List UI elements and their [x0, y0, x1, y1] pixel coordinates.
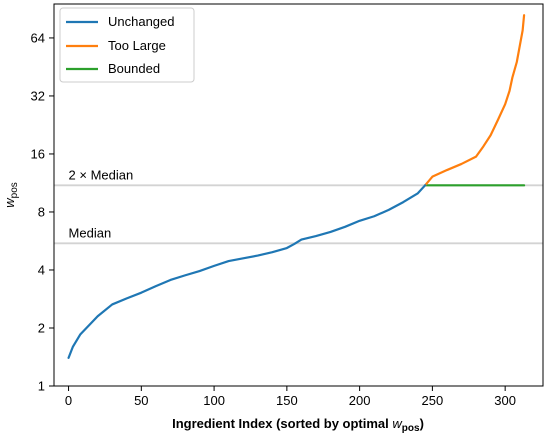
x-tick-label: 200	[349, 393, 371, 408]
x-axis: 0 50 100 150 200 250 300	[65, 386, 516, 408]
y-tick-label: 64	[31, 30, 45, 45]
x-axis-title: Ingredient Index (sorted by optimal wpos…	[172, 416, 424, 434]
y-tick-label: 32	[31, 88, 45, 103]
y-axis: 1 2 4 8 16 32 64	[31, 30, 54, 394]
series-line-unchanged	[67, 184, 427, 359]
legend-entry-bounded: Bounded	[66, 61, 160, 76]
reference-lines	[54, 184, 543, 245]
legend: Unchanged Too Large Bounded	[59, 7, 195, 83]
two-times-median-label: 2 × Median	[69, 167, 134, 182]
x-tick-label: 300	[494, 393, 516, 408]
y-tick-label: 4	[38, 262, 45, 277]
y-tick-label: 2	[38, 320, 45, 335]
legend-label-too-large: Too Large	[108, 38, 166, 53]
legend-label-unchanged: Unchanged	[108, 14, 175, 29]
series-layer	[67, 14, 526, 359]
series-line-too-large	[424, 14, 526, 187]
x-tick-label: 50	[134, 393, 148, 408]
x-tick-label: 250	[422, 393, 444, 408]
legend-entry-too-large: Too Large	[66, 38, 166, 53]
x-tick-label: 150	[276, 393, 298, 408]
y-tick-label: 16	[31, 146, 45, 161]
legend-entry-unchanged: Unchanged	[66, 14, 175, 29]
x-tick-label: 0	[65, 393, 72, 408]
y-axis-title: wpos	[2, 182, 20, 208]
plot-frame	[53, 3, 544, 387]
legend-label-bounded: Bounded	[108, 61, 160, 76]
x-tick-label: 100	[203, 393, 225, 408]
y-tick-label: 1	[38, 379, 45, 394]
median-label: Median	[69, 225, 112, 240]
legend-box	[59, 7, 195, 83]
y-tick-label: 8	[38, 204, 45, 219]
